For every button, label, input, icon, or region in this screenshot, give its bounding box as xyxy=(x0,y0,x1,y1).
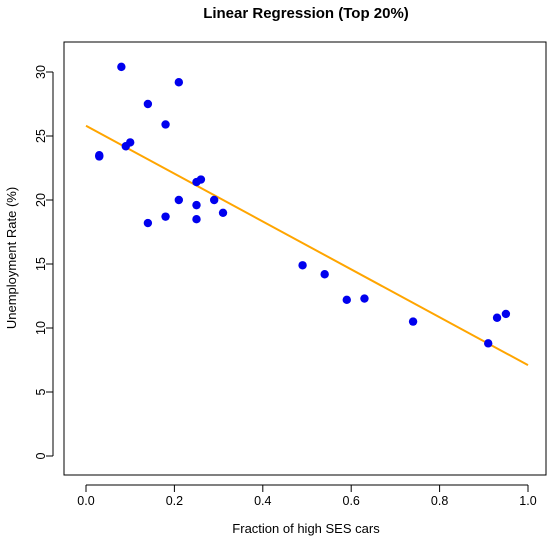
data-point xyxy=(218,208,228,217)
data-point xyxy=(192,215,201,224)
data-point xyxy=(174,195,184,205)
data-points xyxy=(95,62,511,348)
y-tick-label: 0 xyxy=(34,452,48,459)
data-point xyxy=(501,309,511,319)
data-point xyxy=(143,218,153,228)
x-tick-label: 0.8 xyxy=(431,494,448,508)
data-point xyxy=(298,261,307,270)
data-point xyxy=(408,317,418,326)
data-point xyxy=(492,313,502,322)
data-point xyxy=(192,200,201,210)
data-point xyxy=(320,270,329,279)
y-tick-label: 25 xyxy=(34,129,48,143)
x-tick-label: 0.0 xyxy=(77,494,94,508)
data-point xyxy=(161,120,170,129)
x-tick-label: 0.6 xyxy=(343,494,360,508)
data-point xyxy=(161,212,170,221)
data-point xyxy=(342,295,351,305)
x-tick-label: 1.0 xyxy=(519,494,536,508)
data-point xyxy=(143,99,153,109)
regression-line xyxy=(85,124,529,366)
data-point xyxy=(209,195,219,205)
chart-title: Linear Regression (Top 20%) xyxy=(203,5,409,22)
data-point xyxy=(126,138,135,147)
y-axis-label: Unemployment Rate (%) xyxy=(4,187,19,329)
x-axis-label: Fraction of high SES cars xyxy=(232,521,380,536)
data-point xyxy=(174,78,184,87)
y-tick-label: 15 xyxy=(34,257,48,271)
regression-line-group xyxy=(85,124,529,366)
x-tick-label: 0.2 xyxy=(166,494,183,508)
y-tick-label: 5 xyxy=(34,388,48,395)
data-point xyxy=(117,62,126,72)
data-point xyxy=(360,294,369,303)
y-tick-label: 10 xyxy=(34,321,48,335)
y-tick-label: 30 xyxy=(34,65,48,79)
x-tick-label: 0.4 xyxy=(254,494,271,508)
x-axis: 0.0 0.2 0.4 0.6 0.8 1.0 xyxy=(77,484,537,508)
y-axis: 0 5 10 15 20 25 30 xyxy=(34,65,54,459)
y-tick-label: 20 xyxy=(34,193,48,207)
plot-frame xyxy=(63,41,547,476)
data-point xyxy=(196,175,206,184)
data-point xyxy=(484,339,493,348)
data-point xyxy=(95,152,104,161)
